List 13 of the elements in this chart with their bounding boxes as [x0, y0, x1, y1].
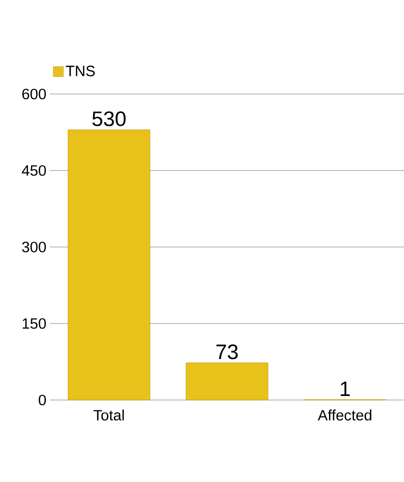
y-tick-label: 0 [38, 394, 46, 406]
data-label: 73 [216, 344, 238, 360]
bar [186, 362, 268, 400]
data-label: 530 [92, 111, 126, 126]
data-label: 1 [340, 382, 350, 396]
bar [68, 130, 150, 400]
x-tick-label: Affected [318, 410, 372, 420]
legend-label: TNS [66, 66, 95, 76]
x-tick-label: Total [94, 410, 124, 420]
y-tick-label: 150 [22, 318, 46, 329]
y-tick-label: 300 [22, 242, 46, 252]
y-tick-label: 600 [22, 88, 46, 100]
y-tick-label: 450 [22, 165, 46, 176]
